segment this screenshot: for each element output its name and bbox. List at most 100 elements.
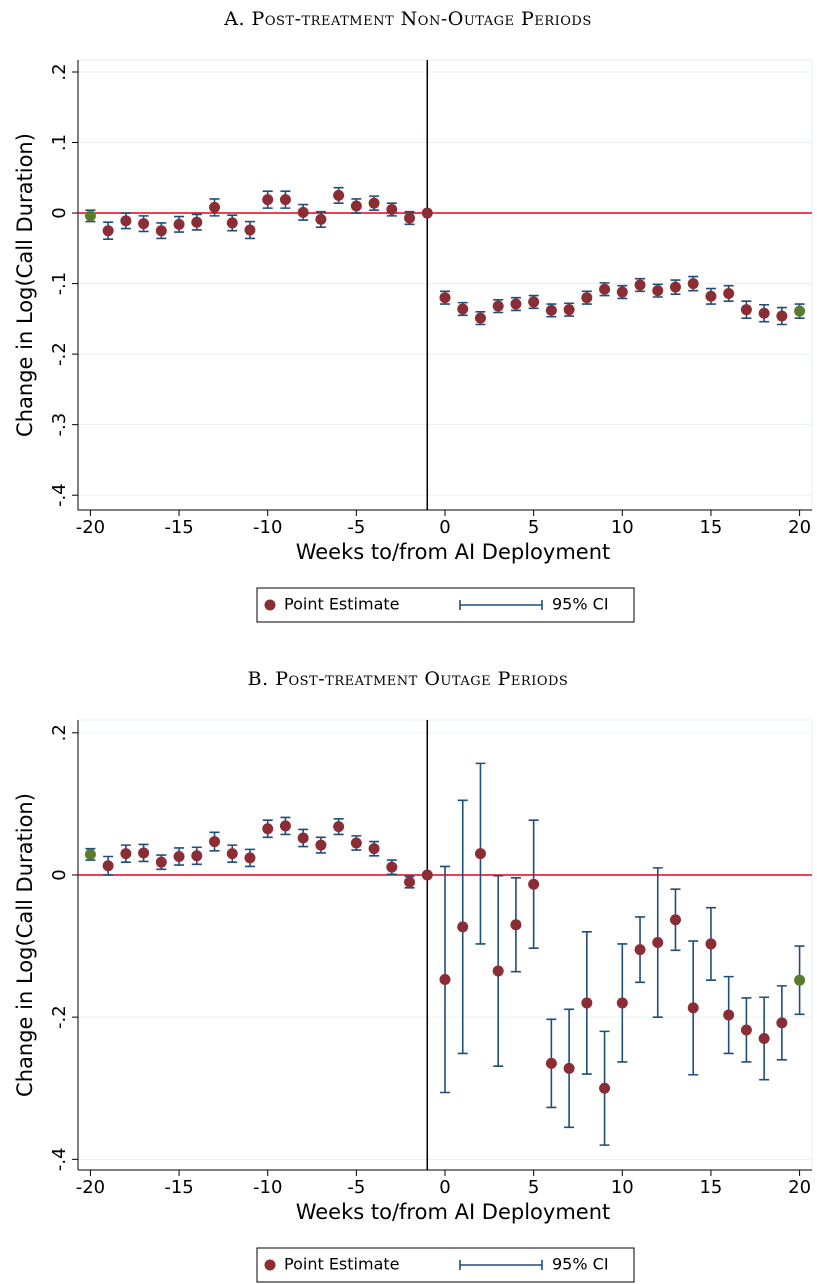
point-estimate [776, 1017, 788, 1029]
point-estimate [652, 285, 664, 297]
point-estimate [155, 225, 167, 237]
y-tick-label: -.2 [49, 342, 70, 366]
point-estimate [740, 1024, 752, 1036]
x-tick-label: 15 [699, 1177, 722, 1198]
point-estimate [776, 310, 788, 322]
point-estimate [173, 850, 185, 862]
point-estimate [599, 1082, 611, 1094]
point-estimate [350, 837, 362, 849]
x-tick-label: -15 [164, 517, 193, 538]
x-tick-label: 20 [788, 517, 811, 538]
point-estimate [386, 861, 398, 873]
point-estimate [474, 312, 486, 324]
point-estimate [669, 914, 681, 926]
point-estimate [297, 206, 309, 218]
point-estimate [457, 303, 469, 315]
point-estimate [669, 281, 681, 293]
x-tick-label: -20 [76, 517, 105, 538]
point-estimate [705, 938, 717, 950]
point-estimate [226, 848, 238, 860]
y-tick-label: -.3 [49, 413, 70, 437]
point-estimate [492, 965, 504, 977]
point-estimate [350, 200, 362, 212]
point-estimate [439, 973, 451, 985]
point-estimate [581, 997, 593, 1009]
x-tick-label: 5 [528, 517, 539, 538]
point-estimate [758, 1032, 770, 1044]
legend-marker [264, 1259, 276, 1271]
legend-box [256, 587, 635, 623]
x-tick-label: 5 [528, 1177, 539, 1198]
chart-title: A. Post-treatment Non-Outage Periods [223, 8, 591, 30]
legend-box [256, 1247, 635, 1283]
point-estimate [563, 1062, 575, 1074]
point-estimate [279, 820, 291, 832]
legend-marker [459, 600, 543, 610]
x-tick-label: 0 [439, 1177, 450, 1198]
point-estimate [368, 197, 380, 209]
x-tick-label: -10 [253, 1177, 282, 1198]
x-tick-label: -5 [347, 517, 365, 538]
point-estimate [457, 921, 469, 933]
point-estimate [315, 839, 327, 851]
point-estimate [528, 878, 540, 890]
point-estimate [138, 218, 150, 230]
point-estimate [226, 217, 238, 229]
point-estimate [173, 218, 185, 230]
point-estimate [209, 836, 221, 848]
y-tick-label: 0 [49, 207, 70, 218]
point-estimate [120, 215, 132, 227]
y-tick-label: -.1 [49, 272, 70, 296]
x-tick-label: 10 [611, 1177, 634, 1198]
point-estimate [315, 213, 327, 225]
point-estimate [794, 974, 806, 986]
point-estimate [386, 204, 398, 216]
y-tick-label: -.4 [49, 483, 70, 507]
x-tick-label: -10 [253, 517, 282, 538]
point-estimate [244, 852, 256, 864]
y-axis-label: Change in Log(Call Duration) [13, 793, 37, 1097]
point-estimate [404, 212, 416, 224]
x-axis-label: Weeks to/from AI Deployment [296, 1200, 611, 1224]
x-tick-label: 10 [611, 517, 634, 538]
point-estimate [102, 225, 114, 237]
point-estimate [368, 843, 380, 855]
chart-title: B. Post-treatment Outage Periods [248, 668, 569, 690]
point-estimate [634, 944, 646, 956]
point-estimate [138, 847, 150, 859]
point-estimate [723, 287, 735, 299]
point-estimate [723, 1009, 735, 1021]
point-estimate [262, 194, 274, 206]
point-estimate [563, 304, 575, 316]
y-tick-label: -.4 [49, 1148, 70, 1172]
point-estimate [191, 850, 203, 862]
point-estimate [333, 821, 345, 833]
point-estimate [421, 207, 433, 219]
point-estimate [244, 224, 256, 236]
point-estimate [758, 307, 770, 319]
legend-marker [459, 1260, 543, 1270]
y-axis-label: Change in Log(Call Duration) [13, 133, 37, 437]
y-tick-label: 0 [49, 869, 70, 880]
point-estimate [84, 210, 96, 222]
point-estimate [545, 304, 557, 316]
point-estimate [616, 286, 628, 298]
point-estimate [492, 300, 504, 312]
y-tick-label: .2 [49, 724, 70, 741]
point-estimate [528, 296, 540, 308]
legend-marker [264, 599, 276, 611]
point-estimate [84, 848, 96, 860]
point-estimate [510, 298, 522, 310]
point-estimate [439, 292, 451, 304]
x-tick-label: 15 [699, 517, 722, 538]
point-estimate [794, 305, 806, 317]
point-estimate [404, 876, 416, 888]
point-estimate [191, 216, 203, 228]
legend-label: Point Estimate [284, 1255, 399, 1274]
legend-label: 95% CI [552, 595, 609, 614]
point-estimate [155, 856, 167, 868]
y-tick-label: .1 [49, 134, 70, 151]
point-estimate [333, 189, 345, 201]
point-estimate [634, 279, 646, 291]
